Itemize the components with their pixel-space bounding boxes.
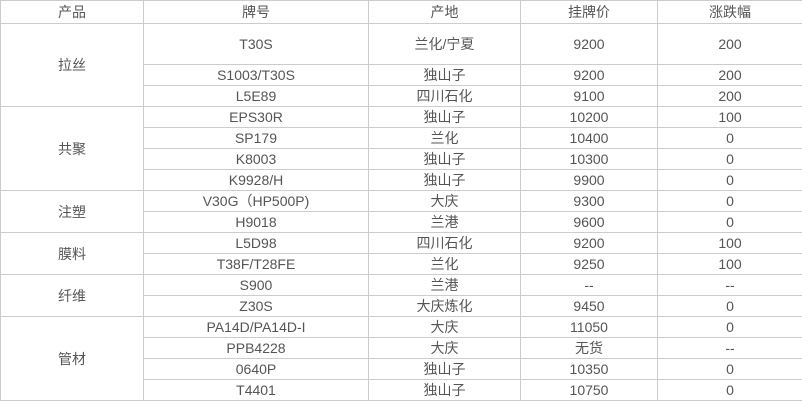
brand-cell: H9018: [144, 212, 369, 233]
origin-cell: 兰港: [369, 212, 521, 233]
origin-cell: 兰化: [369, 128, 521, 149]
change-cell: --: [658, 275, 802, 296]
origin-cell: 独山子: [369, 149, 521, 170]
price-cell: 10750: [521, 380, 658, 401]
brand-cell: K9928/H: [144, 170, 369, 191]
origin-cell: 独山子: [369, 65, 521, 86]
change-cell: 100: [658, 233, 802, 254]
change-cell: 0: [658, 212, 802, 233]
brand-cell: PPB4228: [144, 338, 369, 359]
change-cell: 0: [658, 191, 802, 212]
origin-cell: 大庆: [369, 191, 521, 212]
price-cell: 11050: [521, 317, 658, 338]
origin-cell: 兰化/宁夏: [369, 24, 521, 65]
change-cell: 200: [658, 24, 802, 65]
col-header-product: 产品: [1, 1, 144, 24]
price-cell: 9200: [521, 24, 658, 65]
origin-cell: 大庆: [369, 317, 521, 338]
brand-cell: 0640P: [144, 359, 369, 380]
price-cell: 10300: [521, 149, 658, 170]
brand-cell: EPS30R: [144, 107, 369, 128]
brand-cell: SP179: [144, 128, 369, 149]
change-cell: 200: [658, 86, 802, 107]
change-cell: 100: [658, 107, 802, 128]
brand-cell: T4401: [144, 380, 369, 401]
origin-cell: 独山子: [369, 107, 521, 128]
price-cell: --: [521, 275, 658, 296]
change-cell: 0: [658, 128, 802, 149]
price-cell: 10200: [521, 107, 658, 128]
product-group-cell: 膜料: [1, 233, 144, 275]
price-cell: 10400: [521, 128, 658, 149]
col-header-price: 挂牌价: [521, 1, 658, 24]
brand-cell: T38F/T28FE: [144, 254, 369, 275]
change-cell: 0: [658, 296, 802, 317]
brand-cell: T30S: [144, 24, 369, 65]
change-cell: 0: [658, 359, 802, 380]
brand-cell: Z30S: [144, 296, 369, 317]
origin-cell: 大庆炼化: [369, 296, 521, 317]
change-cell: 200: [658, 65, 802, 86]
brand-cell: S1003/T30S: [144, 65, 369, 86]
origin-cell: 兰化: [369, 254, 521, 275]
change-cell: 0: [658, 170, 802, 191]
price-cell: 10350: [521, 359, 658, 380]
price-cell: 9450: [521, 296, 658, 317]
origin-cell: 大庆: [369, 338, 521, 359]
brand-cell: V30G（HP500P): [144, 191, 369, 212]
brand-cell: S900: [144, 275, 369, 296]
col-header-brand: 牌号: [144, 1, 369, 24]
product-group-cell: 共聚: [1, 107, 144, 191]
product-group-cell: 注塑: [1, 191, 144, 233]
change-cell: --: [658, 338, 802, 359]
brand-cell: L5D98: [144, 233, 369, 254]
price-cell: 9200: [521, 233, 658, 254]
origin-cell: 独山子: [369, 359, 521, 380]
col-header-change: 涨跌幅: [658, 1, 802, 24]
origin-cell: 四川石化: [369, 233, 521, 254]
price-cell: 无货: [521, 338, 658, 359]
price-cell: 9200: [521, 65, 658, 86]
price-cell: 9600: [521, 212, 658, 233]
product-group-cell: 纤维: [1, 275, 144, 317]
origin-cell: 兰港: [369, 275, 521, 296]
product-group-cell: 拉丝: [1, 24, 144, 107]
price-cell: 9250: [521, 254, 658, 275]
origin-cell: 独山子: [369, 170, 521, 191]
price-cell: 9100: [521, 86, 658, 107]
change-cell: 0: [658, 380, 802, 401]
price-cell: 9900: [521, 170, 658, 191]
origin-cell: 独山子: [369, 380, 521, 401]
change-cell: 100: [658, 254, 802, 275]
brand-cell: L5E89: [144, 86, 369, 107]
change-cell: 0: [658, 149, 802, 170]
col-header-origin: 产地: [369, 1, 521, 24]
table-header-row: 产品 牌号 产地 挂牌价 涨跌幅: [1, 1, 802, 24]
change-cell: 0: [658, 317, 802, 338]
brand-cell: PA14D/PA14D-I: [144, 317, 369, 338]
price-cell: 9300: [521, 191, 658, 212]
product-group-cell: 管材: [1, 317, 144, 401]
brand-cell: K8003: [144, 149, 369, 170]
origin-cell: 四川石化: [369, 86, 521, 107]
